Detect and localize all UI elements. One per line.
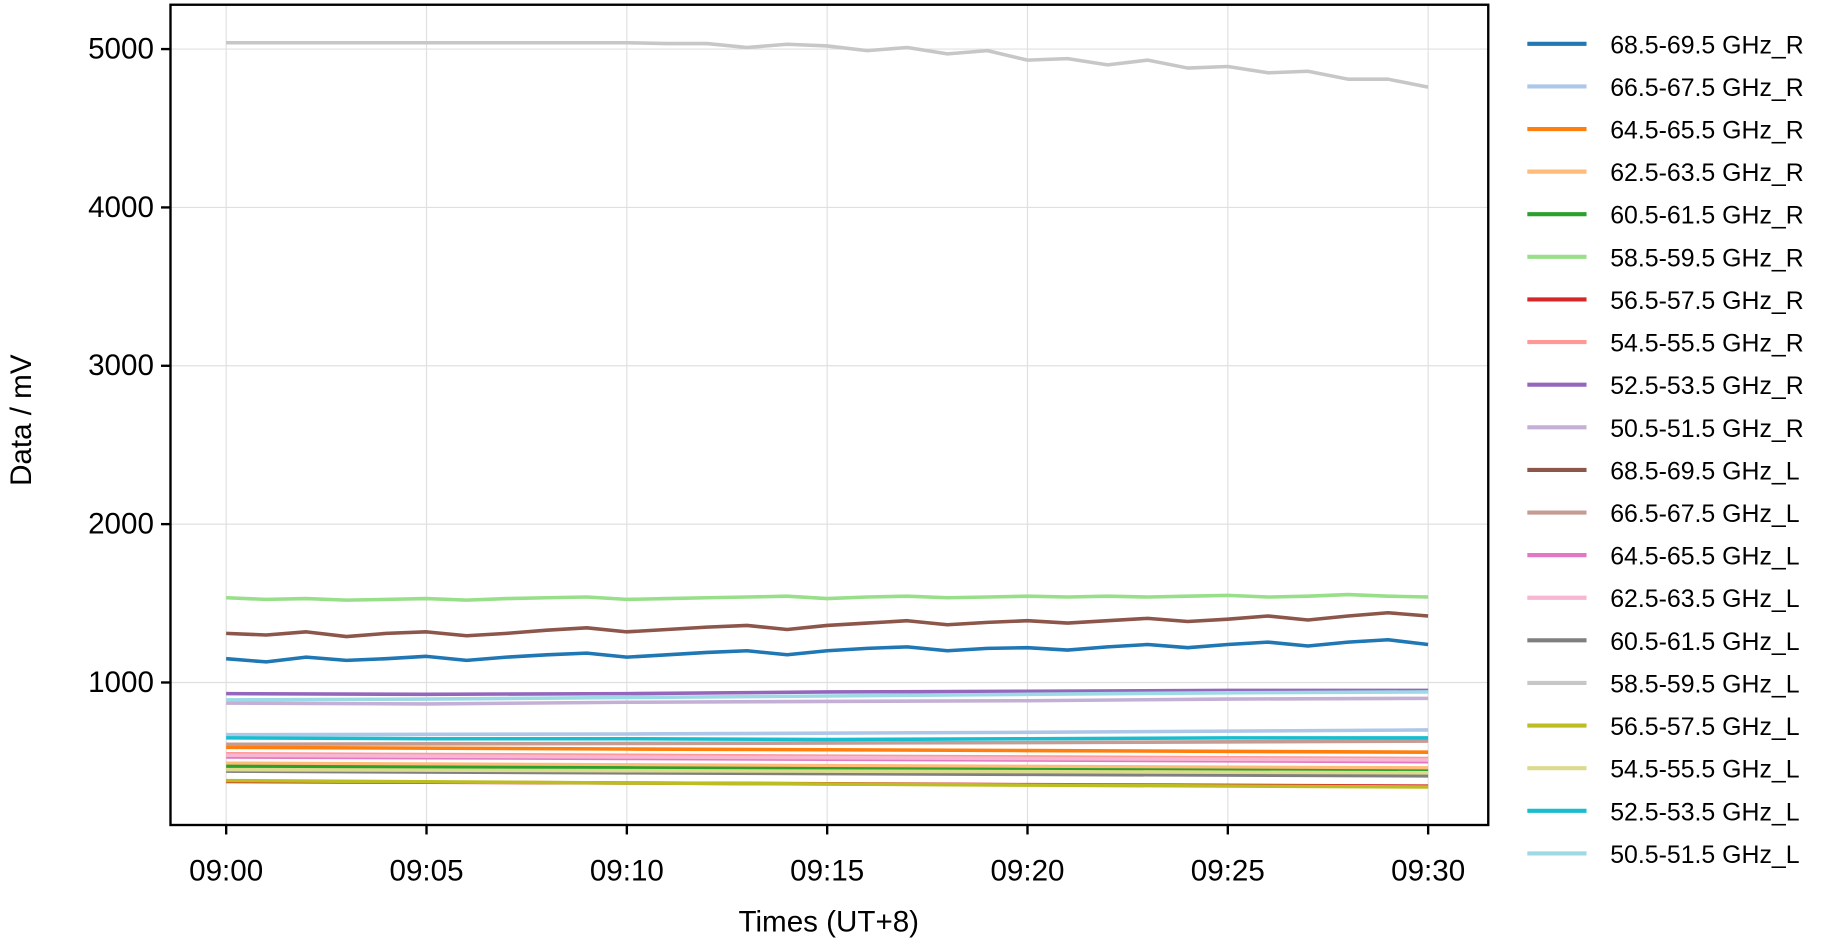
x-tick-label: 09:30 <box>1391 855 1465 888</box>
x-tick-label: 09:00 <box>189 855 263 888</box>
legend-label: 58.5-59.5 GHz_R <box>1610 244 1803 272</box>
series-line-20 <box>226 690 1429 702</box>
y-tick-label: 4000 <box>88 191 154 224</box>
legend-label: 50.5-51.5 GHz_L <box>1610 841 1799 869</box>
legend: 68.5-69.5 GHz_R 66.5-67.5 GHz_R 64.5-65.5 … <box>1527 31 1804 869</box>
x-tick-label: 09:20 <box>990 855 1064 888</box>
series-line-19 <box>226 736 1429 742</box>
y-tick-label: 1000 <box>88 666 154 699</box>
legend-label: 68.5-69.5 GHz_R <box>1610 31 1803 59</box>
legend-label: 52.5-53.5 GHz_R <box>1610 372 1803 400</box>
y-tick-label: 2000 <box>88 508 154 541</box>
series-line-14 <box>226 753 1429 762</box>
legend-label: 50.5-51.5 GHz_R <box>1610 415 1803 443</box>
series-lines <box>225 40 1429 789</box>
legend-label: 56.5-57.5 GHz_L <box>1610 713 1799 741</box>
y-axis: 1000 2000 3000 4000 5000 <box>88 33 171 699</box>
y-tick-label: 3000 <box>88 349 154 382</box>
legend-label: 66.5-67.5 GHz_R <box>1610 74 1803 102</box>
series-line-17 <box>226 778 1429 789</box>
legend-label: 60.5-61.5 GHz_L <box>1610 628 1799 656</box>
legend-label: 64.5-65.5 GHz_L <box>1610 543 1799 571</box>
legend-label: 54.5-55.5 GHz_L <box>1610 756 1799 784</box>
series-line-16 <box>226 40 1429 89</box>
series-line-12 <box>226 739 1429 747</box>
y-axis-label: Data / mV <box>5 354 38 486</box>
series-line-1 <box>225 637 1429 664</box>
legend-label: 54.5-55.5 GHz_R <box>1610 330 1803 358</box>
series-line-18 <box>226 767 1429 775</box>
series-line-2 <box>226 728 1429 737</box>
legend-label: 66.5-67.5 GHz_L <box>1610 500 1799 528</box>
plot-frame <box>169 3 1490 827</box>
series-line-6 <box>226 592 1429 602</box>
legend-label: 68.5-69.5 GHz_L <box>1610 457 1799 485</box>
legend-label: 60.5-61.5 GHz_R <box>1610 202 1803 230</box>
series-line-11 <box>226 610 1429 639</box>
x-axis: 09:00 09:05 09:10 09:15 09:20 09:25 09:30 <box>189 825 1465 888</box>
grid <box>170 4 1489 826</box>
legend-label: 58.5-59.5 GHz_L <box>1610 670 1799 698</box>
y-tick-label: 5000 <box>88 33 154 66</box>
legend-label: 62.5-63.5 GHz_L <box>1610 585 1799 613</box>
legend-label: 64.5-65.5 GHz_R <box>1610 116 1803 144</box>
x-tick-label: 09:25 <box>1191 855 1265 888</box>
x-axis-label: Times (UT+8) <box>739 906 920 939</box>
series-line-10 <box>226 696 1429 706</box>
legend-label: 62.5-63.5 GHz_R <box>1610 159 1803 187</box>
series-line-3 <box>226 745 1429 754</box>
series-line-5 <box>226 764 1429 773</box>
x-tick-label: 09:05 <box>389 855 463 888</box>
series-line-15 <box>226 769 1429 778</box>
x-tick-label: 09:10 <box>590 855 664 888</box>
legend-label: 56.5-57.5 GHz_R <box>1610 287 1803 315</box>
series-line-9 <box>226 688 1429 697</box>
legend-label: 52.5-53.5 GHz_L <box>1610 798 1799 826</box>
series-line-4 <box>226 761 1429 770</box>
x-tick-label: 09:15 <box>790 855 864 888</box>
